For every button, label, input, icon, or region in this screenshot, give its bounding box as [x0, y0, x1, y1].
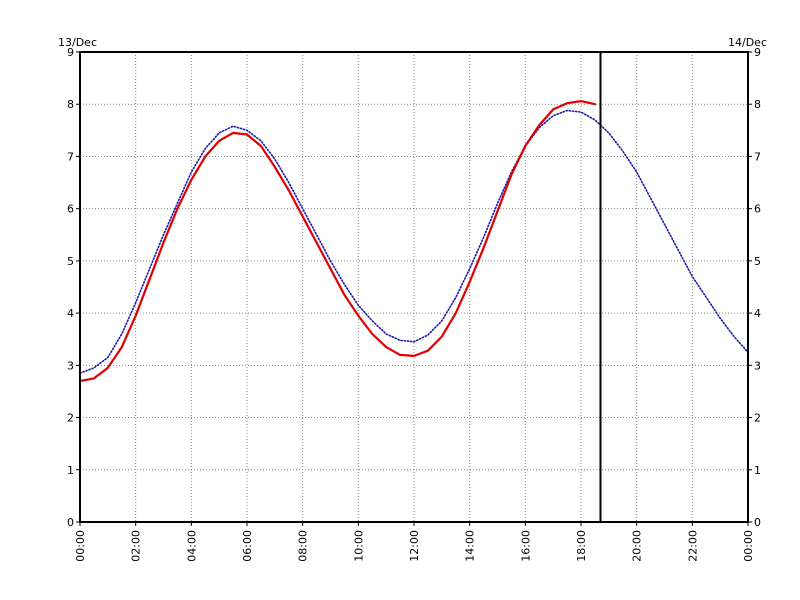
y-tick-label-right: 9	[754, 46, 761, 59]
y-tick-label-left: 8	[67, 98, 74, 111]
series-layer	[78, 99, 749, 383]
x-tick-label: 22:00	[686, 530, 699, 562]
observed-tide-series	[78, 99, 597, 383]
y-tick-label-left: 6	[67, 203, 74, 216]
y-tick-label-right: 6	[754, 203, 761, 216]
x-tick-label: 10:00	[352, 530, 365, 562]
x-tick-label: 12:00	[408, 530, 421, 562]
y-tick-label-left: 7	[67, 150, 74, 163]
predicted-tide-series	[79, 109, 749, 375]
y-axis-right: 0 1 2 3 4 5 6 7 8 9	[748, 46, 761, 529]
x-tick-label: 00:00	[74, 530, 87, 562]
x-tick-label: 02:00	[130, 530, 143, 562]
y-tick-label-left: 2	[67, 412, 74, 425]
x-tick-label: 18:00	[575, 530, 588, 562]
grid	[80, 52, 748, 522]
y-tick-label-right: 1	[754, 464, 761, 477]
y-axis-left: 0 1 2 3 4 5 6 7 8 9	[67, 46, 80, 529]
date-label-right: 14/Dec	[728, 36, 767, 49]
y-tick-label-right: 4	[754, 307, 761, 320]
x-tick-label: 00:00	[742, 530, 755, 562]
y-tick-label-left: 3	[67, 359, 74, 372]
x-tick-label: 06:00	[241, 530, 254, 562]
x-tick-label: 08:00	[297, 530, 310, 562]
y-tick-label-left: 4	[67, 307, 74, 320]
y-tick-label-left: 0	[67, 516, 74, 529]
y-tick-label-left: 1	[67, 464, 74, 477]
x-tick-label: 04:00	[185, 530, 198, 562]
x-tick-label: 16:00	[519, 530, 532, 562]
y-tick-label-right: 5	[754, 255, 761, 268]
y-tick-label-right: 3	[754, 359, 761, 372]
y-tick-label-left: 5	[67, 255, 74, 268]
x-tick-label: 20:00	[631, 530, 644, 562]
y-tick-label-right: 0	[754, 516, 761, 529]
x-tick-label: 14:00	[464, 530, 477, 562]
y-tick-label-right: 2	[754, 412, 761, 425]
y-tick-label-left: 9	[67, 46, 74, 59]
date-label-left: 13/Dec	[58, 36, 97, 49]
y-tick-label-right: 8	[754, 98, 761, 111]
x-axis: 00:00 02:00 04:00 06:00 08:00 10:00 12:00 14:00…	[74, 522, 755, 562]
y-tick-label-right: 7	[754, 150, 761, 163]
